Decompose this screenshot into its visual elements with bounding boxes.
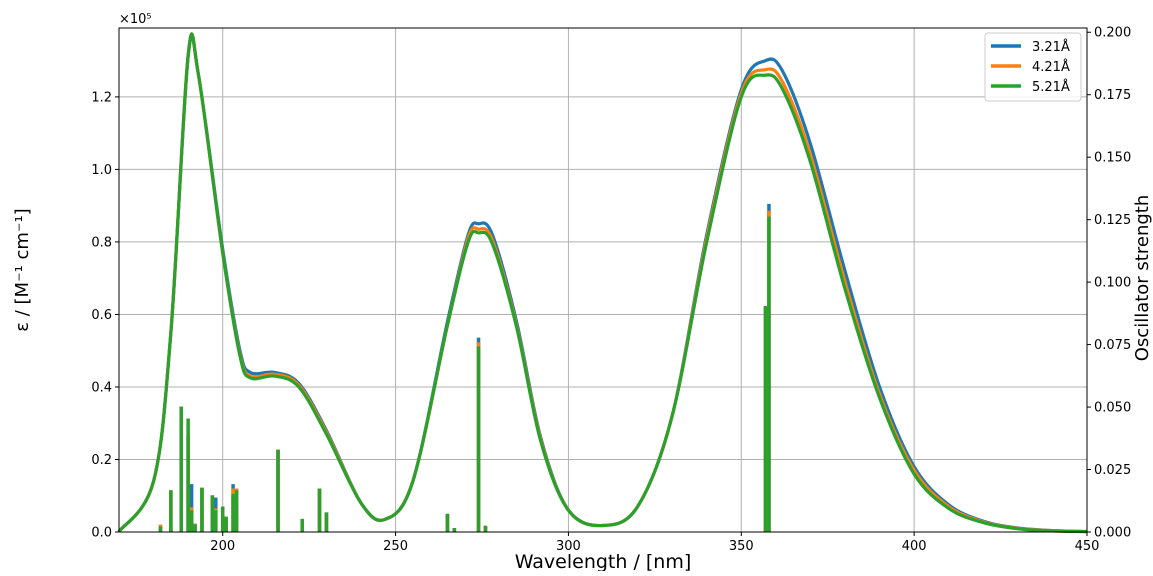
y-multiplier-label: ×10⁵ [119, 12, 152, 27]
x-tick-label: 300 [556, 539, 581, 554]
y2-tick-label: 0.075 [1094, 338, 1131, 353]
grid-lines [119, 28, 1088, 533]
y2-tick-label: 0.125 [1094, 213, 1131, 228]
x-tick-label: 400 [902, 539, 927, 554]
y-tick-label: 0.8 [91, 235, 112, 250]
y2-tick-label: 0.150 [1094, 151, 1131, 166]
y2-tick-label: 0.050 [1094, 401, 1131, 416]
x-tick-label: 200 [210, 539, 235, 554]
legend: 3.21Å 4.21Å 5.21Å [984, 32, 1082, 102]
x-axis-title: Wavelength / [nm] [515, 551, 692, 571]
y-tick-label: 0.6 [91, 308, 112, 323]
y-tick-label: 0.2 [91, 453, 112, 468]
y-axis-title: ε / [M⁻¹ cm⁻¹] [12, 208, 33, 331]
y2-tick-label: 0.200 [1094, 26, 1131, 41]
y-tick-label: 1.0 [91, 163, 112, 178]
series-line-2 [117, 32, 1088, 534]
series-line-3 [117, 32, 1088, 534]
x-tick-label: 450 [1075, 539, 1100, 554]
y2-tick-label: 0.100 [1094, 276, 1131, 291]
y2-tick-label: 0.025 [1094, 463, 1131, 478]
legend-label: 5.21Å [1032, 79, 1070, 95]
legend-box [984, 32, 1082, 102]
series-line-1 [117, 33, 1088, 534]
y-tick-label: 0.0 [91, 526, 112, 541]
y2-tick-label: 0.000 [1094, 526, 1131, 541]
plot-frame [118, 27, 1088, 533]
x-tick-label: 250 [383, 539, 408, 554]
y-tick-label: 0.4 [91, 380, 112, 395]
y-axis-left: 0.0 0.2 0.4 0.6 0.8 1.0 1.2 [91, 90, 119, 541]
y2-tick-label: 0.175 [1094, 88, 1131, 103]
y-axis-right: 0.000 0.025 0.050 0.075 0.100 0.125 0.150 0.175… [1087, 26, 1131, 541]
legend-label: 4.21Å [1032, 59, 1070, 75]
legend-label: 3.21Å [1032, 39, 1070, 55]
y-tick-label: 1.2 [91, 90, 112, 105]
oscillator-sticks [158, 203, 771, 532]
x-axis: 200 250 300 350 400 450 [210, 532, 1099, 554]
spectrum-curves [117, 32, 1088, 534]
x-tick-label: 350 [729, 539, 754, 554]
y2-axis-title: Oscillator strength [1132, 195, 1153, 361]
